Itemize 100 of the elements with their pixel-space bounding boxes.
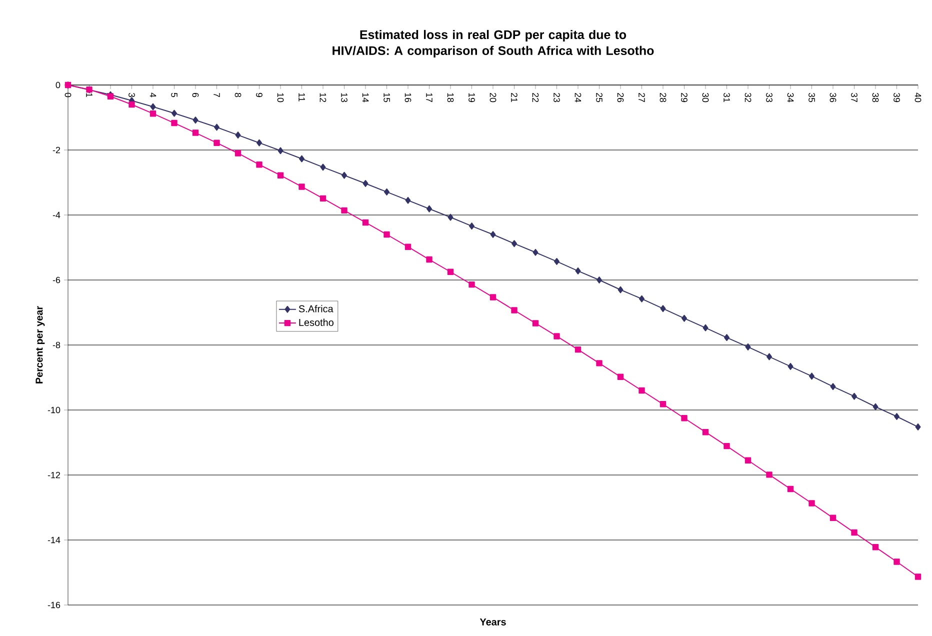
point xyxy=(298,184,305,190)
point xyxy=(532,248,538,256)
point xyxy=(618,286,624,294)
point xyxy=(171,120,178,126)
y-tick-label: -12 xyxy=(48,472,60,478)
point xyxy=(596,360,602,366)
x-tick-label: 0 xyxy=(64,92,72,98)
x-tick-label: 30 xyxy=(702,92,709,102)
point xyxy=(744,457,752,464)
point xyxy=(341,207,348,214)
x-tick-label: 31 xyxy=(724,92,730,102)
point xyxy=(894,558,900,565)
x-axis-title: Years xyxy=(480,618,506,626)
chart-title: Estimated loss in real GDP per capita due to HIV/AIDS: A comparison of South Africa with Lesotho xyxy=(332,30,654,58)
point xyxy=(234,150,242,156)
point xyxy=(278,147,284,154)
x-tick-label: 16 xyxy=(404,93,412,102)
point xyxy=(342,172,348,179)
point xyxy=(554,333,560,340)
point xyxy=(426,256,432,263)
x-tick-label: 34 xyxy=(787,92,794,102)
point xyxy=(724,334,730,342)
point xyxy=(745,343,751,350)
point xyxy=(490,294,496,300)
point xyxy=(617,374,624,380)
legend-label: Lesotho xyxy=(299,318,334,326)
point xyxy=(512,240,518,248)
x-tick-label: 39 xyxy=(894,92,900,102)
x-tick-label: 18 xyxy=(447,93,454,102)
point xyxy=(660,401,666,408)
x-tick-label: 26 xyxy=(617,92,624,102)
y-tick-label: -10 xyxy=(48,406,60,414)
point xyxy=(469,222,475,230)
y-tick-label: -2 xyxy=(52,146,60,154)
point xyxy=(362,180,368,187)
x-tick-label: 4 xyxy=(150,92,156,98)
x-tick-label: 37 xyxy=(851,92,858,102)
point xyxy=(596,276,602,284)
point xyxy=(851,529,858,536)
point xyxy=(574,346,582,353)
y-axis-title: Percent per year xyxy=(36,306,45,384)
x-tick-label: 40 xyxy=(914,92,922,102)
x-tick-label: 11 xyxy=(298,93,305,102)
x-tick-label: 19 xyxy=(468,93,475,102)
y-tick-label: -4 xyxy=(52,212,60,218)
x-tick-label: 35 xyxy=(808,92,815,102)
x-tick-label: 27 xyxy=(638,92,645,102)
point xyxy=(150,103,156,110)
point xyxy=(214,140,220,146)
y-tick-label: -14 xyxy=(48,536,60,544)
x-tick-label: 15 xyxy=(384,93,390,102)
point xyxy=(660,305,666,312)
point xyxy=(639,295,645,302)
x-tick-label: 10 xyxy=(277,93,284,102)
point xyxy=(320,164,326,171)
point xyxy=(830,514,836,521)
legend-label: S.Africa xyxy=(298,304,334,312)
point xyxy=(277,172,284,178)
point xyxy=(299,155,305,162)
point xyxy=(172,110,177,117)
x-tick-label: 13 xyxy=(341,93,348,102)
y-tick-label: -16 xyxy=(48,602,60,608)
x-tick-label: 20 xyxy=(490,92,496,102)
y-tick-label: -8 xyxy=(52,342,60,348)
x-tick-label: 21 xyxy=(511,92,518,102)
point xyxy=(554,258,560,265)
x-tick-label: 36 xyxy=(830,92,836,102)
point xyxy=(702,324,708,332)
x-tick-label: 3 xyxy=(128,92,135,98)
point xyxy=(128,101,135,108)
point xyxy=(852,392,858,400)
point xyxy=(256,139,262,146)
point xyxy=(681,415,688,422)
point xyxy=(766,353,772,360)
point xyxy=(809,372,815,380)
x-tick-label: 38 xyxy=(872,92,879,102)
point xyxy=(384,188,390,196)
x-tick-label: 25 xyxy=(596,92,602,102)
point xyxy=(532,320,539,326)
point xyxy=(702,429,709,436)
point xyxy=(447,268,454,275)
point xyxy=(192,116,198,124)
x-tick-label: 1 xyxy=(86,93,92,98)
point xyxy=(914,574,922,580)
x-tick-label: 28 xyxy=(660,92,666,102)
x-tick-label: 6 xyxy=(192,92,199,98)
point xyxy=(490,230,496,238)
y-tick-label: -6 xyxy=(52,276,60,284)
point xyxy=(426,205,432,212)
point xyxy=(235,132,241,139)
point xyxy=(894,413,900,420)
x-tick-label: 22 xyxy=(532,92,539,102)
x-tick-label: 33 xyxy=(766,92,772,102)
point xyxy=(724,442,730,450)
point xyxy=(362,219,369,226)
point xyxy=(788,362,794,370)
point xyxy=(682,314,688,322)
point xyxy=(787,486,794,492)
x-tick-label: 32 xyxy=(744,92,752,102)
point xyxy=(150,110,156,117)
